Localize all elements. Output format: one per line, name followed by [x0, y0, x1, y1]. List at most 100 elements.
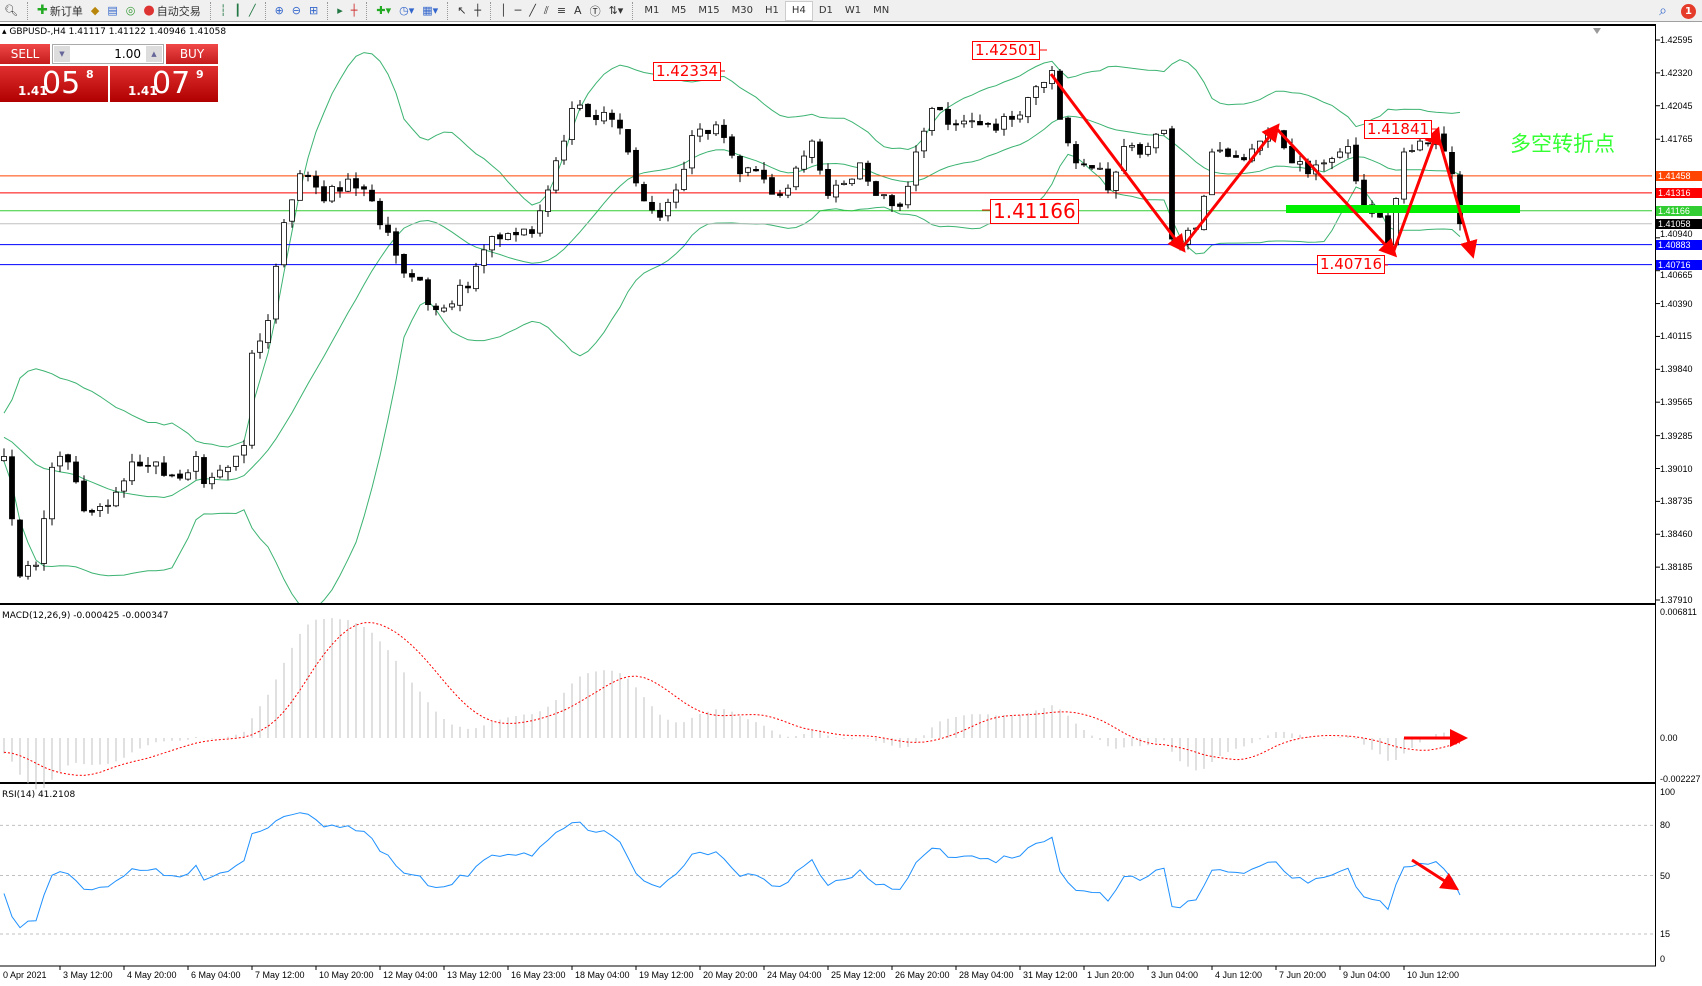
decrease-lot-icon[interactable]: ▼ — [54, 46, 70, 62]
time-axis-label: 31 May 12:00 — [1023, 970, 1078, 980]
timeframe-m30[interactable]: M30 — [731, 5, 754, 16]
price-axis-label: 1.40665 — [1660, 270, 1693, 281]
rsi-arrow — [1411, 858, 1460, 891]
time-axis-label: 18 May 04:00 — [575, 970, 630, 980]
candlestick-icon[interactable]: ┃ — [234, 4, 241, 17]
candle-bearish — [377, 200, 383, 226]
candle-bullish — [601, 111, 607, 122]
search-icon[interactable]: ⌕ — [1659, 3, 1667, 19]
timeframe-d1[interactable]: D1 — [818, 5, 833, 16]
timeframe-m1[interactable]: M1 — [644, 5, 660, 16]
candle-bullish — [833, 184, 839, 198]
signals-icon[interactable]: ◎ — [125, 4, 136, 17]
timeframe-w1[interactable]: W1 — [844, 5, 862, 16]
timeframe-h4[interactable]: H4 — [784, 0, 813, 21]
chart-shift-icon[interactable]: ┼ — [350, 4, 358, 17]
lot-size-value[interactable]: 1.00 — [114, 47, 141, 61]
lot-size-stepper[interactable]: ▼ 1.00 ▲ — [52, 44, 164, 64]
candle-bullish — [961, 120, 967, 125]
crosshair-icon[interactable]: ┼ — [474, 4, 482, 17]
macd-axis-label: 0.006811 — [1660, 606, 1697, 617]
sell-button[interactable]: SELL — [0, 44, 50, 64]
level-price-tag: 1.40883 — [1656, 239, 1702, 250]
templates-icon[interactable]: ▦▾ — [422, 4, 439, 17]
candle-bearish — [1089, 165, 1095, 169]
arrows-icon[interactable]: ⇅▾ — [608, 4, 624, 17]
timeframe-h1[interactable]: H1 — [765, 5, 779, 16]
text-tool[interactable]: A — [574, 4, 582, 17]
candle-bullish — [673, 189, 679, 203]
trendline-icon[interactable]: ╱ — [529, 4, 536, 17]
line-chart-icon[interactable]: ╱ — [248, 4, 256, 17]
horizontal-line-icon[interactable]: ─ — [514, 4, 522, 17]
candle-bullish — [345, 178, 351, 192]
navigator-icon[interactable]: ▤ — [107, 4, 118, 17]
channel-icon[interactable]: ⫽ — [543, 3, 549, 17]
candle-bearish — [145, 464, 151, 467]
notification-badge[interactable]: 1 — [1681, 3, 1696, 19]
candle-bullish — [1017, 114, 1023, 120]
sell-price-pips: 05 — [42, 66, 81, 101]
candle-bullish — [1041, 81, 1047, 88]
rsi-axis-label: 15 — [1660, 928, 1671, 939]
candle-bullish — [793, 167, 799, 188]
time-axis-label: 10 May 20:00 — [319, 970, 374, 980]
candle-bullish — [1417, 140, 1423, 151]
vertical-line-icon[interactable]: │ — [500, 4, 507, 17]
timeframe-m15[interactable]: M15 — [698, 5, 720, 16]
candle-bullish — [809, 140, 815, 158]
price-label-high-3[interactable]: 1.41841 — [1364, 120, 1433, 139]
fibonacci-icon[interactable]: ≡ — [556, 4, 567, 17]
search-icon[interactable]: 🔍︎ — [4, 4, 18, 17]
candle-bearish — [201, 457, 207, 484]
text-label-icon[interactable]: Ⓣ — [589, 4, 601, 18]
cursor-icon[interactable]: ↖ — [457, 4, 467, 17]
new-order-icon: ✚ — [36, 3, 48, 18]
candle-bearish — [705, 129, 711, 134]
reversal-point-text[interactable]: 多空转折点 — [1510, 132, 1615, 156]
price-label-low[interactable]: 1.40716 — [1317, 255, 1386, 274]
candle-bearish — [1425, 142, 1431, 145]
buy-price[interactable]: 1.41 07 9 — [110, 66, 218, 102]
candle-bullish — [1025, 97, 1031, 118]
candle-bullish — [185, 472, 191, 480]
time-axis-label: 16 May 23:00 — [511, 970, 566, 980]
rsi-axis-label: 50 — [1660, 870, 1671, 881]
candle-bearish — [617, 119, 623, 129]
candle-bearish — [425, 279, 431, 306]
candle-bearish — [9, 456, 15, 520]
candle-bearish — [1057, 70, 1063, 120]
increase-lot-icon[interactable]: ▲ — [146, 46, 162, 62]
price-axis-label: 1.39565 — [1660, 397, 1693, 408]
timeframe-m5[interactable]: M5 — [671, 5, 687, 16]
price-label-pivot[interactable]: 1.41166 — [990, 199, 1079, 224]
time-axis-label: 28 May 04:00 — [959, 970, 1014, 980]
bar-chart-icon[interactable]: ┆ — [219, 4, 227, 17]
candle-bullish — [1033, 86, 1039, 98]
market-watch-icon[interactable]: ◆ — [90, 4, 100, 17]
buy-price-pips: 07 — [152, 66, 191, 101]
periods-clock-icon[interactable]: ◷▾ — [399, 4, 415, 17]
new-order-button[interactable]: ✚ 新订单 — [33, 1, 87, 21]
buy-button[interactable]: BUY — [166, 44, 218, 64]
zigzag-arrow — [1180, 123, 1280, 249]
candle-bullish — [1097, 167, 1103, 170]
macd-label: MACD(12,26,9) -0.000425 -0.000347 — [2, 611, 169, 621]
candle-bullish — [97, 506, 103, 511]
auto-scroll-icon[interactable]: ▸ — [337, 4, 343, 17]
zoom-in-icon[interactable]: ⊕ — [274, 4, 284, 17]
candle-bullish — [25, 565, 31, 577]
tile-windows-icon[interactable]: ⊞ — [309, 4, 319, 17]
candle-bullish — [129, 461, 135, 482]
timeframe-mn[interactable]: MN — [873, 5, 890, 16]
price-label-high-1[interactable]: 1.42334 — [653, 62, 722, 81]
sell-price[interactable]: 1.41 05 8 — [0, 66, 108, 102]
zoom-out-icon[interactable]: ⊖ — [291, 4, 302, 17]
price-axis-label: 1.39285 — [1660, 430, 1693, 441]
indicators-icon[interactable]: ✚▾ — [376, 4, 392, 17]
price-label-high-2[interactable]: 1.42501 — [972, 41, 1041, 60]
candle-bullish — [1345, 146, 1351, 154]
auto-trading-button[interactable]: ● 自动交易 — [139, 1, 204, 21]
time-axis-label: 25 May 12:00 — [831, 970, 886, 980]
